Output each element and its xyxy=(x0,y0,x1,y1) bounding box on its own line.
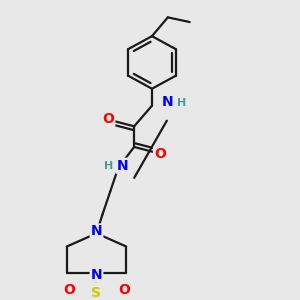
Text: O: O xyxy=(118,283,130,297)
Text: O: O xyxy=(154,148,166,161)
Text: O: O xyxy=(63,283,75,297)
Text: H: H xyxy=(177,98,186,108)
Text: S: S xyxy=(92,286,101,300)
Text: N: N xyxy=(91,224,102,239)
Text: O: O xyxy=(103,112,114,126)
Text: N: N xyxy=(116,159,128,173)
Text: N: N xyxy=(162,95,174,109)
Text: N: N xyxy=(91,268,102,282)
Text: H: H xyxy=(104,161,113,171)
